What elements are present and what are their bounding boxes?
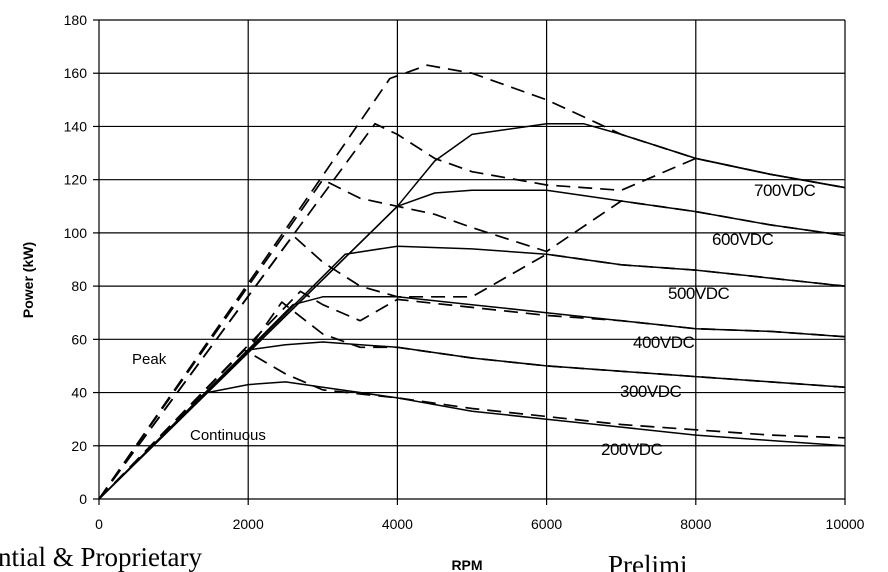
series-label-600vdc: 600VDC [712, 230, 773, 249]
series-300vdc-continuous-line [98, 341, 846, 500]
y-tick-label: 140 [64, 118, 88, 134]
y-tick-label: 0 [79, 491, 87, 507]
series-400vdc-continuous-line [98, 296, 846, 500]
series-300vdc-peak-line [98, 301, 846, 500]
series-layer [98, 64, 846, 500]
series-label-200vdc: 200VDC [601, 440, 662, 459]
y-axis-title: Power (kW) [20, 242, 36, 318]
x-tick-label: 4000 [382, 516, 413, 532]
series-label-400vdc: 400VDC [633, 333, 694, 352]
y-tick-label: 60 [71, 331, 87, 347]
series-200vdc-peak-line [98, 349, 846, 500]
y-tick-label: 160 [64, 65, 88, 81]
series-500vdc-peak-line [98, 234, 846, 500]
series-600vdc-continuous-line [98, 189, 846, 500]
series-label-700vdc: 700VDC [754, 181, 815, 200]
series-200vdc-continuous-line [98, 381, 846, 500]
y-tick-label: 20 [71, 438, 87, 454]
annotation-peak: Peak [132, 351, 167, 368]
y-tick-labels: 0 20 40 60 80 100 120 140 160 180 [64, 12, 88, 507]
series-500vdc-continuous-line [98, 245, 846, 500]
series-label-300vdc: 300VDC [620, 382, 681, 401]
y-tick-label: 80 [71, 278, 87, 294]
y-tick-label: 180 [64, 12, 88, 28]
series-700vdc-continuous-line [98, 123, 846, 500]
footer-confidential-text: ntial & Proprietary [0, 542, 202, 572]
y-tick-label: 40 [71, 385, 87, 401]
x-tick-label: 2000 [233, 516, 264, 532]
x-tick-label: 0 [95, 516, 103, 532]
series-envelope-6-peak-line [98, 64, 846, 500]
y-tick-label: 120 [64, 172, 88, 188]
footer-preliminary-text: Prelimi [608, 550, 688, 572]
x-axis-title: RPM [451, 557, 482, 572]
y-tick-label: 100 [64, 225, 88, 241]
x-tick-label: 6000 [531, 516, 562, 532]
x-tick-labels: 0 2000 4000 6000 8000 10000 [95, 516, 865, 532]
annotation-continuous: Continuous [190, 427, 266, 444]
series-400vdc-peak-line [98, 290, 846, 500]
x-tick-label: 10000 [826, 516, 865, 532]
series-label-500vdc: 500VDC [668, 284, 729, 303]
x-tick-label: 8000 [680, 516, 711, 532]
